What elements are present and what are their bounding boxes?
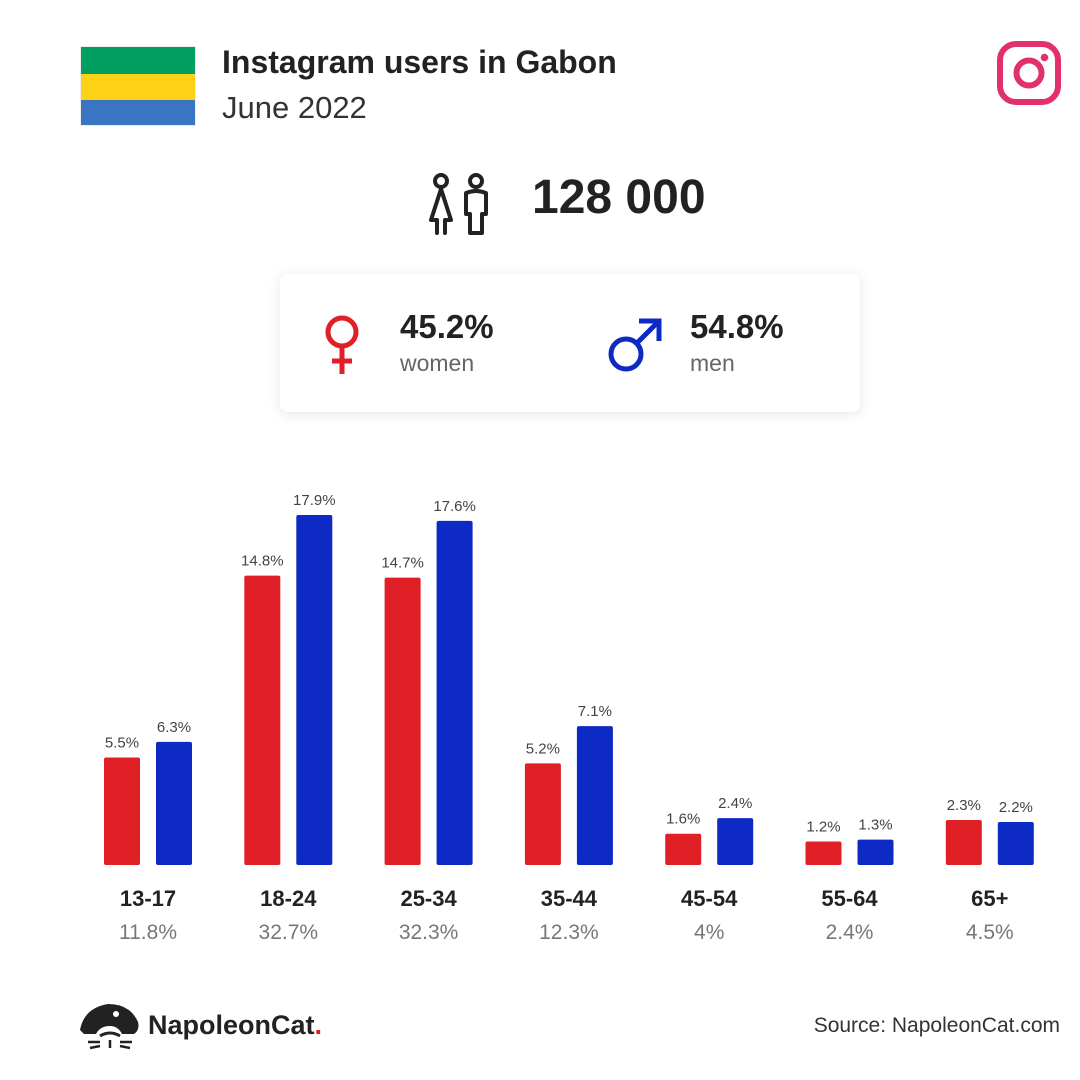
bar-women-35-44 [524, 763, 561, 865]
source-text: Source: NapoleonCat.com [813, 1014, 1060, 1037]
data-label-women-45-54: 1.6% [666, 811, 700, 828]
data-label-men-65+: 2.2% [999, 799, 1033, 816]
female-symbol-icon [325, 315, 359, 374]
brand-text: NapoleonCat [148, 1010, 315, 1040]
category-total-55-64: 2.4% [826, 921, 874, 944]
data-label-men-25-34: 17.6% [433, 498, 476, 515]
data-label-women-25-34: 14.7% [381, 555, 424, 572]
women-label: women [400, 350, 475, 376]
gabon-flag-icon [80, 46, 196, 126]
page-subtitle: June 2022 [222, 90, 367, 125]
data-label-men-18-24: 17.9% [293, 492, 336, 509]
category-total-25-34: 32.3% [399, 921, 459, 944]
data-label-men-45-54: 2.4% [718, 795, 752, 812]
bar-men-35-44 [576, 726, 613, 865]
data-label-women-13-17: 5.5% [105, 734, 139, 751]
age-gender-bar-chart: 5.5% 6.3% 13-17 11.8% 14.8% 17.9% 18-24 32.7% 14… [104, 492, 1034, 944]
data-label-women-65+: 2.3% [947, 797, 981, 814]
category-label-35-44: 35-44 [541, 886, 598, 911]
data-label-men-55-64: 1.3% [858, 817, 892, 834]
page-title: Instagram users in Gabon [222, 44, 617, 80]
bar-men-45-54 [717, 818, 754, 865]
data-label-women-55-64: 1.2% [806, 819, 840, 836]
bar-women-13-17 [104, 757, 140, 865]
category-label-18-24: 18-24 [260, 886, 317, 911]
bar-women-45-54 [665, 833, 702, 865]
category-total-35-44: 12.3% [539, 921, 599, 944]
bar-men-25-34 [436, 520, 473, 865]
total-users-value: 128 000 [532, 171, 706, 224]
category-total-13-17: 11.8% [119, 921, 177, 944]
category-label-45-54: 45-54 [681, 886, 738, 911]
data-label-men-35-44: 7.1% [578, 703, 612, 720]
data-label-women-35-44: 5.2% [526, 740, 560, 757]
category-label-25-34: 25-34 [400, 886, 457, 911]
men-label: men [690, 350, 735, 376]
napoleoncat-logo-icon [80, 1004, 139, 1050]
category-total-45-54: 4% [694, 921, 724, 944]
bar-men-65+ [997, 821, 1034, 865]
flag-stripe-yellow [81, 73, 195, 101]
category-total-18-24: 32.7% [259, 921, 319, 944]
category-label-13-17: 13-17 [120, 886, 176, 911]
flag-stripe-blue [81, 100, 195, 125]
bar-women-18-24 [244, 575, 281, 865]
men-percent: 54.8% [690, 308, 784, 345]
bar-men-55-64 [857, 839, 894, 865]
data-label-men-13-17: 6.3% [157, 719, 191, 736]
category-total-65+: 4.5% [966, 921, 1014, 944]
brand-name: NapoleonCat. [148, 1010, 322, 1041]
bar-men-13-17 [156, 741, 192, 865]
gender-split-card: 45.2% women 54.8% men [280, 274, 860, 412]
category-label-65+: 65+ [971, 886, 1008, 911]
flag-stripe-green [81, 47, 195, 74]
women-percent: 45.2% [400, 308, 494, 345]
instagram-icon [997, 41, 1061, 105]
brand-dot: . [314, 1010, 323, 1040]
bar-women-55-64 [805, 841, 842, 865]
category-label-55-64: 55-64 [821, 886, 878, 911]
bar-men-18-24 [296, 515, 333, 865]
users-icon [429, 173, 488, 235]
bar-women-65+ [945, 820, 982, 865]
data-label-women-18-24: 14.8% [241, 553, 284, 570]
bar-women-25-34 [384, 577, 421, 865]
male-symbol-icon [608, 318, 662, 372]
